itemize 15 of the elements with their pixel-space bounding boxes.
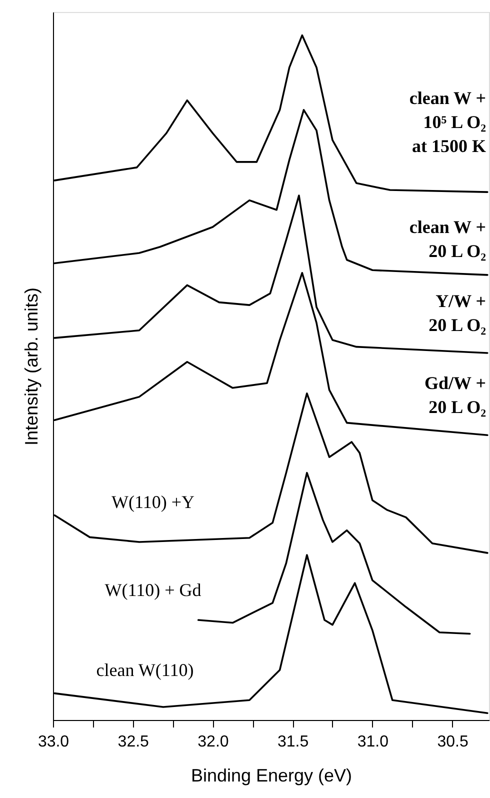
series-label: W(110) +Y xyxy=(112,492,194,512)
y-axis-title: Intensity (arb. units) xyxy=(22,287,42,446)
series-label: clean W(110) xyxy=(96,660,194,680)
x-tick-label: 32.5 xyxy=(118,734,150,750)
series-label: Gd/W + 20 L O₂ xyxy=(424,373,486,417)
x-tick-label: 31.0 xyxy=(357,734,389,750)
x-tick-label: 32.0 xyxy=(198,734,229,750)
x-axis-title: Binding Energy (eV) xyxy=(190,766,352,786)
series-label: W(110) + Gd xyxy=(104,580,202,600)
series-label: clean W + 20 L O₂ xyxy=(409,217,486,261)
x-tick-label: 30.5 xyxy=(437,734,468,750)
x-tick-label: 31.5 xyxy=(277,734,309,750)
series-label: clean W + 10⁵ L O₂ at 1500 K xyxy=(409,88,486,156)
series-label: Y/W + 20 L O₂ xyxy=(428,291,486,335)
x-tick-label: 33.0 xyxy=(38,734,70,750)
